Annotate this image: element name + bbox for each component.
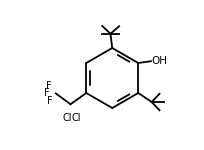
Text: OH: OH (151, 56, 167, 66)
Text: Cl: Cl (62, 112, 71, 123)
Text: Cl: Cl (71, 112, 81, 123)
Text: F: F (47, 96, 53, 106)
Text: F: F (45, 81, 51, 91)
Text: F: F (44, 88, 49, 98)
